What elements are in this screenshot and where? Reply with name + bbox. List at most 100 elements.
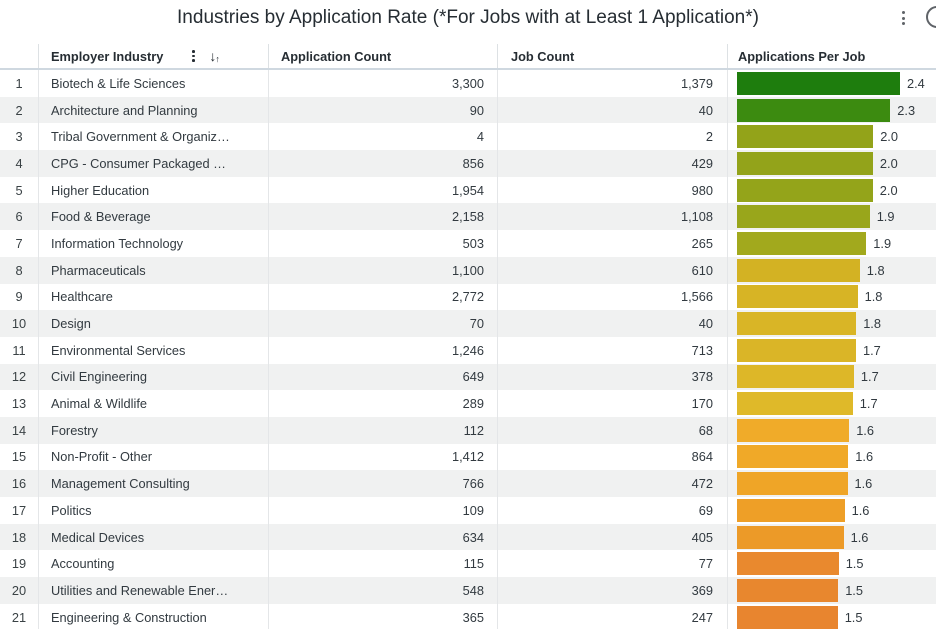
application-count-cell[interactable]: 289 [268, 390, 497, 417]
ratio-bar[interactable] [737, 98, 891, 122]
industry-cell[interactable]: Accounting [38, 550, 268, 578]
industry-cell[interactable]: Tribal Government & Organiz… [38, 123, 268, 151]
ratio-bar[interactable] [737, 418, 850, 442]
industry-cell[interactable]: Environmental Services [38, 336, 268, 364]
tile-titlebar: Industries by Application Rate (*For Job… [0, 0, 936, 44]
application-count-cell[interactable]: 112 [268, 416, 497, 444]
job-count-cell[interactable]: 68 [497, 416, 727, 444]
ratio-bar[interactable] [737, 445, 849, 469]
job-count-cell[interactable]: 1,379 [497, 70, 727, 97]
row-rank: 7 [15, 235, 23, 251]
ratio-bar[interactable] [737, 312, 857, 336]
application-count-cell[interactable]: 2,772 [268, 283, 497, 311]
application-count-cell[interactable]: 3,300 [268, 70, 497, 97]
ratio-value: 1.9 [873, 235, 892, 251]
column-label-applications-per-job[interactable]: Applications Per Job [738, 48, 866, 64]
application-count-cell[interactable]: 766 [268, 470, 497, 497]
ratio-bar[interactable] [737, 392, 853, 416]
application-count-cell[interactable]: 115 [268, 550, 497, 578]
column-label-job-count[interactable]: Job Count [511, 48, 575, 64]
industry-cell[interactable]: Management Consulting [38, 470, 268, 497]
application-count-cell[interactable]: 1,954 [268, 176, 497, 204]
industry-cell[interactable]: Pharmaceuticals [38, 256, 268, 284]
application-count-cell[interactable]: 503 [268, 230, 497, 257]
job-count-cell[interactable]: 405 [497, 523, 727, 551]
ratio-bar[interactable] [737, 285, 858, 309]
ratio-value: 1.6 [851, 502, 870, 518]
industry-cell[interactable]: Food & Beverage [38, 203, 268, 231]
job-count-cell[interactable]: 713 [497, 336, 727, 364]
industry-cell[interactable]: Forestry [38, 416, 268, 444]
job-count-cell[interactable]: 1,566 [497, 283, 727, 311]
ratio-bar[interactable] [737, 178, 873, 202]
ratio-bar[interactable] [737, 231, 867, 255]
job-count-cell[interactable]: 472 [497, 470, 727, 497]
job-count-cell[interactable]: 378 [497, 363, 727, 391]
industry-cell[interactable]: Medical Devices [38, 523, 268, 551]
sort-descending-arrow-icon[interactable]: ↓ [935, 49, 936, 64]
ratio-bar[interactable] [737, 578, 839, 602]
application-count-cell[interactable]: 634 [268, 523, 497, 551]
industry-cell[interactable]: Politics [38, 497, 268, 524]
job-count-cell[interactable]: 980 [497, 176, 727, 204]
job-count-cell[interactable]: 610 [497, 256, 727, 284]
ratio-bar[interactable] [737, 498, 845, 522]
job-count-cell[interactable]: 265 [497, 230, 727, 257]
ratio-bar[interactable] [737, 552, 839, 576]
application-count-cell[interactable]: 70 [268, 310, 497, 337]
job-count-cell[interactable]: 77 [497, 550, 727, 578]
application-count-cell[interactable]: 1,246 [268, 336, 497, 364]
column-label-application-count[interactable]: Application Count [281, 48, 392, 64]
table-row: 12 Civil Engineering 649 378 1.7 [0, 363, 936, 391]
ratio-bar[interactable] [737, 525, 844, 549]
industry-cell[interactable]: Animal & Wildlife [38, 390, 268, 417]
ratio-bar[interactable] [737, 151, 873, 175]
industry-cell[interactable]: Information Technology [38, 230, 268, 257]
application-count-cell[interactable]: 365 [268, 603, 497, 629]
job-count-cell[interactable]: 40 [497, 310, 727, 337]
job-count-cell[interactable]: 369 [497, 577, 727, 604]
sort-icon[interactable]: ↓ ↑ [209, 47, 220, 64]
job-count-cell[interactable]: 69 [497, 497, 727, 524]
row-rank: 8 [15, 262, 23, 278]
application-count-cell[interactable]: 1,412 [268, 443, 497, 471]
tile-options-kebab-icon[interactable] [896, 8, 910, 28]
job-count-cell[interactable]: 170 [497, 390, 727, 417]
ratio-bar[interactable] [737, 338, 856, 362]
ratio-bar[interactable] [737, 365, 854, 389]
application-count-cell[interactable]: 2,158 [268, 203, 497, 231]
job-count-cell[interactable]: 40 [497, 96, 727, 124]
industry-cell[interactable]: Healthcare [38, 283, 268, 311]
application-count-cell[interactable]: 4 [268, 123, 497, 151]
ratio-bar[interactable] [737, 71, 900, 95]
ratio-bar[interactable] [737, 605, 838, 629]
ratio-value: 1.7 [860, 369, 879, 385]
job-count-cell[interactable]: 429 [497, 150, 727, 177]
industry-cell[interactable]: CPG - Consumer Packaged … [38, 150, 268, 177]
application-count-cell[interactable]: 649 [268, 363, 497, 391]
job-count-cell[interactable]: 247 [497, 603, 727, 629]
ratio-bar[interactable] [737, 258, 860, 282]
column-menu-kebab-icon[interactable] [187, 49, 199, 63]
industry-cell[interactable]: Civil Engineering [38, 363, 268, 391]
application-count-cell[interactable]: 1,100 [268, 256, 497, 284]
industry-cell[interactable]: Engineering & Construction [38, 603, 268, 629]
job-count-cell[interactable]: 1,108 [497, 203, 727, 231]
application-count-cell[interactable]: 109 [268, 497, 497, 524]
ratio-bar[interactable] [737, 472, 848, 496]
application-count-cell[interactable]: 548 [268, 577, 497, 604]
industry-cell[interactable]: Architecture and Planning [38, 96, 268, 124]
industry-cell[interactable]: Higher Education [38, 176, 268, 204]
applications-per-job-cell: 1.6 [727, 497, 936, 524]
industry-cell[interactable]: Biotech & Life Sciences [38, 70, 268, 97]
job-count-cell[interactable]: 2 [497, 123, 727, 151]
industry-cell[interactable]: Utilities and Renewable Ener… [38, 577, 268, 604]
job-count-cell[interactable]: 864 [497, 443, 727, 471]
ratio-bar[interactable] [737, 205, 870, 229]
industry-cell[interactable]: Design [38, 310, 268, 337]
ratio-bar[interactable] [737, 125, 874, 149]
industry-cell[interactable]: Non-Profit - Other [38, 443, 268, 471]
application-count-cell[interactable]: 90 [268, 96, 497, 124]
application-count-cell[interactable]: 856 [268, 150, 497, 177]
column-label-employer-industry[interactable]: Employer Industry [51, 48, 164, 64]
